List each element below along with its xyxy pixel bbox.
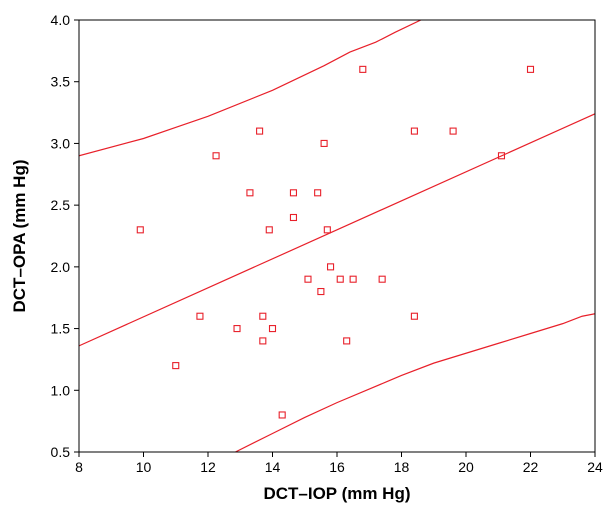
- data-point-3: [196, 312, 204, 320]
- data-point-26: [410, 127, 418, 135]
- data-point-10: [265, 226, 273, 234]
- y-tick-label-0.5: 0.5: [51, 444, 71, 460]
- data-point-4: [212, 152, 220, 160]
- data-point-12: [278, 411, 286, 419]
- data-point-8: [259, 337, 267, 345]
- y-axis: 0.5 1.0 1.5 2.0 2.5 3.0 3.5 4.0: [51, 12, 79, 460]
- x-tick-label-22: 22: [523, 459, 539, 475]
- x-tick-label-18: 18: [394, 459, 410, 475]
- y-tick-label-2.0: 2.0: [51, 259, 71, 275]
- y-tick-label-3.5: 3.5: [51, 74, 71, 90]
- y-tick-label-3.0: 3.0: [51, 135, 71, 151]
- data-point-22: [343, 337, 351, 345]
- data-point-28: [449, 127, 457, 135]
- data-point-18: [320, 139, 328, 147]
- data-point-23: [349, 275, 357, 283]
- plot-content: [79, 20, 595, 452]
- x-tick-label-10: 10: [136, 459, 152, 475]
- x-tick-label-14: 14: [265, 459, 281, 475]
- data-point-29: [497, 152, 506, 160]
- data-point-24: [359, 65, 367, 73]
- data-point-5: [233, 325, 241, 333]
- data-point-20: [326, 263, 335, 271]
- data-point-9: [259, 312, 267, 320]
- x-axis: 8 10 12 14 16 18 20 22 24: [75, 452, 603, 475]
- x-axis-title: DCT–IOP (mm Hg): [263, 484, 410, 503]
- data-point-7: [256, 127, 264, 135]
- x-tick-label-16: 16: [329, 459, 345, 475]
- data-point-14: [289, 213, 298, 222]
- data-point-25: [378, 275, 386, 283]
- regression-line: [79, 113, 595, 347]
- data-point-21: [336, 275, 344, 283]
- data-point-19: [323, 226, 331, 234]
- x-tick-label-20: 20: [458, 459, 474, 475]
- data-point-15: [304, 275, 312, 283]
- x-tick-label-12: 12: [200, 459, 216, 475]
- lower-confidence-band: [235, 313, 595, 452]
- data-point-11: [268, 325, 277, 333]
- data-point-27: [410, 312, 418, 320]
- y-tick-label-1.0: 1.0: [51, 382, 71, 398]
- plot-area-frame: [78, 19, 596, 453]
- y-tick-label-4.0: 4.0: [51, 12, 71, 28]
- data-point-13: [289, 189, 298, 197]
- y-axis-title: DCT–OPA (mm Hg): [10, 160, 29, 313]
- data-point-2: [172, 362, 180, 370]
- upper-confidence-band: [79, 20, 422, 157]
- x-tick-label-24: 24: [587, 459, 603, 475]
- data-point-16: [314, 189, 322, 197]
- data-point-30: [526, 65, 535, 73]
- data-point-6: [246, 189, 254, 197]
- data-point-1: [136, 226, 144, 234]
- y-tick-label-1.5: 1.5: [51, 321, 71, 337]
- x-tick-label-8: 8: [75, 459, 83, 475]
- data-point-17: [317, 287, 325, 296]
- y-tick-label-2.5: 2.5: [51, 197, 71, 213]
